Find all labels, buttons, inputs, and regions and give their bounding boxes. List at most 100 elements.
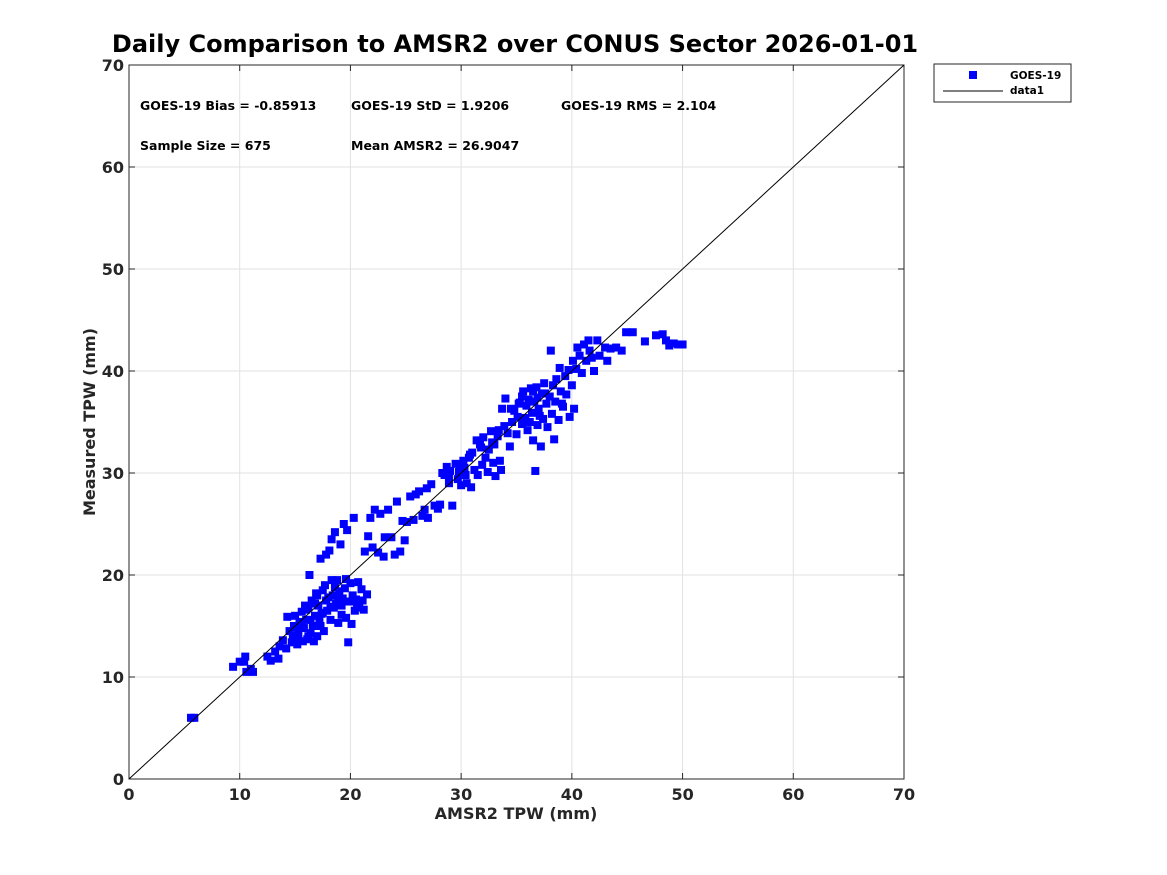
data-point-goes19	[342, 613, 350, 622]
data-point-goes19	[552, 375, 561, 384]
data-point-goes19	[584, 336, 593, 345]
legend-label-goes19: GOES-19	[1010, 70, 1061, 82]
data-point-goes19	[363, 590, 372, 599]
data-point-goes19	[565, 412, 574, 421]
data-point-goes19	[528, 408, 536, 417]
data-point-goes19	[336, 540, 345, 549]
data-point-goes19	[678, 340, 687, 349]
data-point-goes19	[448, 501, 457, 510]
data-point-goes19	[396, 547, 405, 556]
axes	[128, 64, 905, 780]
data-point-goes19	[570, 404, 579, 413]
data-point-goes19	[665, 341, 674, 350]
data-point-goes19	[313, 591, 322, 600]
data-point-goes19	[345, 597, 354, 606]
data-point-goes19	[444, 473, 453, 482]
data-point-goes19	[547, 409, 556, 418]
x-axis-label: AMSR2 TPW (mm)	[435, 804, 598, 823]
data-point-goes19	[353, 599, 362, 608]
data-point-goes19	[229, 662, 238, 671]
data-point-goes19	[308, 622, 317, 630]
data-point-goes19	[304, 632, 313, 641]
data-point-goes19	[327, 576, 336, 585]
data-point-goes19	[513, 412, 522, 421]
data-point-goes19	[338, 594, 347, 603]
data-point-goes19	[339, 520, 348, 528]
data-point-goes19	[601, 343, 610, 352]
data-point-goes19	[523, 426, 532, 435]
data-point-goes19	[521, 413, 530, 422]
data-point-goes19	[585, 346, 594, 355]
data-point-goes19	[297, 607, 306, 616]
data-point-goes19	[344, 638, 353, 647]
data-point-goes19	[190, 713, 199, 722]
data-point-goes19	[461, 471, 470, 480]
data-point-goes19	[483, 467, 492, 476]
stat-bias: GOES-19 Bias = -0.85913	[140, 98, 316, 113]
data-point-goes19	[500, 422, 509, 431]
y-tick-label: 30	[102, 464, 124, 483]
data-point-goes19	[398, 516, 407, 525]
data-point-goes19	[384, 505, 393, 514]
data-point-goes19	[350, 606, 359, 615]
data-point-goes19	[418, 511, 427, 520]
y-tick-label: 40	[102, 362, 124, 381]
data-point-goes19	[530, 397, 539, 406]
data-point-goes19	[617, 346, 626, 355]
data-point-goes19	[587, 353, 596, 362]
data-point-goes19	[332, 599, 341, 608]
legend-marker-goes19	[969, 71, 977, 79]
data-point-goes19	[545, 392, 554, 401]
y-tick-label: 10	[102, 668, 124, 687]
data-point-goes19	[669, 339, 678, 348]
data-point-goes19	[271, 647, 280, 656]
data-point-goes19	[436, 500, 445, 509]
legend: GOES-19 data1	[933, 63, 1072, 103]
data-point-goes19	[351, 595, 360, 604]
data-point-goes19	[595, 351, 604, 360]
data-point-goes19	[472, 436, 481, 445]
data-point-goes19	[319, 627, 328, 636]
data-point-goes19	[491, 472, 500, 481]
data-point-goes19	[334, 592, 343, 601]
data-point-goes19	[326, 602, 335, 611]
x-tick-label: 60	[782, 785, 804, 804]
data-point-goes19	[335, 587, 344, 596]
data-point-goes19	[316, 554, 325, 563]
data-point-goes19	[420, 505, 429, 514]
data-point-goes19	[358, 596, 367, 605]
data-point-goes19	[315, 616, 324, 625]
data-point-goes19	[318, 608, 327, 617]
data-point-goes19	[568, 356, 577, 365]
data-point-goes19	[512, 430, 521, 439]
data-point-goes19	[454, 467, 463, 476]
tick-labels: 0 10 20 30 40 50 60 70 0 10 20 30 40 50 60 70	[102, 56, 915, 804]
data-point-goes19	[446, 466, 455, 475]
data-point-goes19	[293, 623, 302, 632]
data-point-goes19	[340, 584, 349, 593]
data-point-goes19	[355, 603, 364, 612]
data-point-goes19	[359, 605, 368, 614]
data-point-goes19	[354, 578, 363, 587]
data-point-goes19	[402, 517, 411, 526]
data-point-goes19	[422, 484, 431, 493]
stat-sample-size: Sample Size = 675	[140, 138, 271, 153]
stat-mean-amsr2: Mean AMSR2 = 26.9047	[351, 138, 519, 153]
data-point-goes19	[241, 652, 250, 661]
data-point-goes19	[440, 471, 449, 480]
data-point-goes19	[489, 458, 498, 467]
data-point-goes19	[364, 532, 373, 541]
data-point-goes19	[603, 356, 612, 365]
data-point-goes19	[493, 432, 502, 441]
data-point-goes19	[379, 552, 388, 561]
data-point-goes19	[298, 637, 307, 646]
data-point-goes19	[498, 404, 507, 413]
data-point-goes19	[561, 372, 570, 381]
data-point-goes19	[506, 404, 515, 413]
data-point-goes19	[557, 399, 566, 408]
data-point-goes19	[325, 546, 334, 555]
data-point-goes19	[505, 442, 514, 451]
data-point-goes19	[311, 611, 319, 620]
data-point-goes19	[347, 619, 356, 628]
